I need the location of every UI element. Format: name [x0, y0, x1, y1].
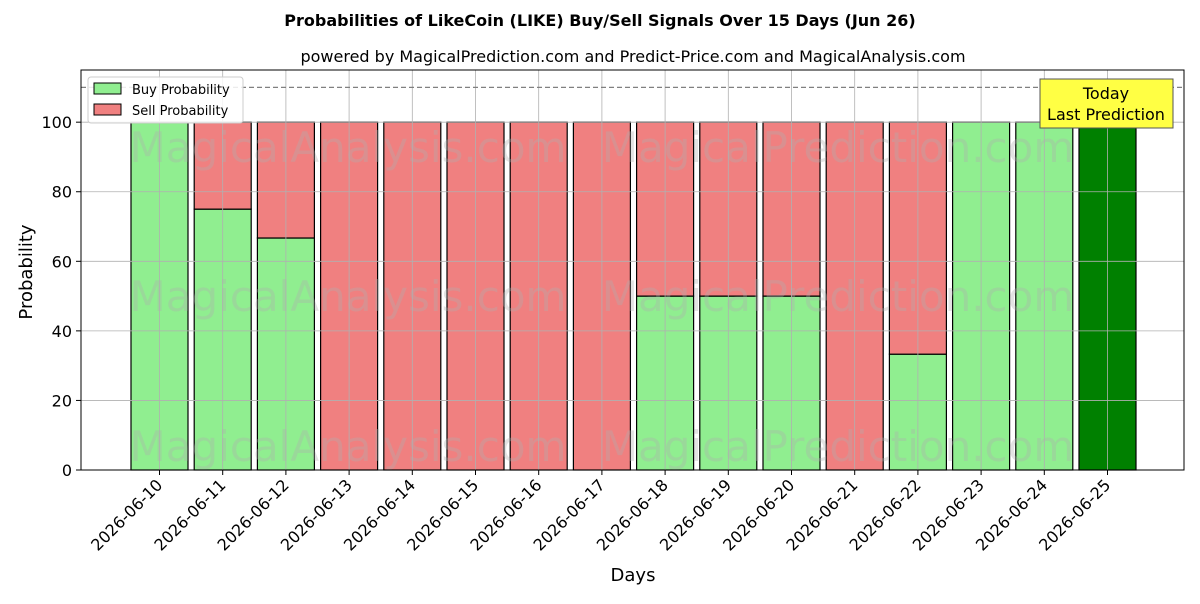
- watermark-text: MagicalPrediction.com: [602, 123, 1075, 172]
- plot-frame: [80, 69, 1185, 471]
- legend-swatch: [93, 103, 122, 116]
- y-tick-label: 20: [52, 391, 72, 410]
- y-tick-label: 0: [62, 461, 72, 480]
- annotation-box: [1039, 78, 1174, 129]
- annotation-line-2: Last Prediction: [1047, 105, 1165, 124]
- y-tick-label: 80: [52, 183, 72, 202]
- plot-area: MagicalAnalysis.com MagicalPrediction.com…: [41, 69, 1185, 555]
- chart-title: Probabilities of LikeCoin (LIKE) Buy/Sel…: [284, 11, 915, 30]
- legend-swatch: [93, 82, 122, 95]
- legend-box: [87, 76, 244, 124]
- y-axis-label: Probability: [16, 224, 37, 319]
- watermark-text: MagicalPrediction.com: [602, 272, 1075, 321]
- watermark-text: MagicalAnalysis.com: [130, 422, 567, 471]
- legend-label: Sell Probability: [132, 104, 229, 119]
- watermark-text: MagicalAnalysis.com: [130, 272, 567, 321]
- y-tick-label: 40: [52, 322, 72, 341]
- y-tick-label: 100: [41, 113, 72, 132]
- x-axis-label: Days: [611, 565, 656, 586]
- watermark-text: MagicalPrediction.com: [602, 422, 1075, 471]
- annotation-line-1: Today: [1082, 84, 1129, 103]
- watermark-text: MagicalAnalysis.com: [130, 123, 567, 172]
- legend-label: Buy Probability: [132, 83, 230, 98]
- chart-subtitle: powered by MagicalPrediction.com and Pre…: [300, 47, 965, 66]
- y-tick-label: 60: [52, 252, 72, 271]
